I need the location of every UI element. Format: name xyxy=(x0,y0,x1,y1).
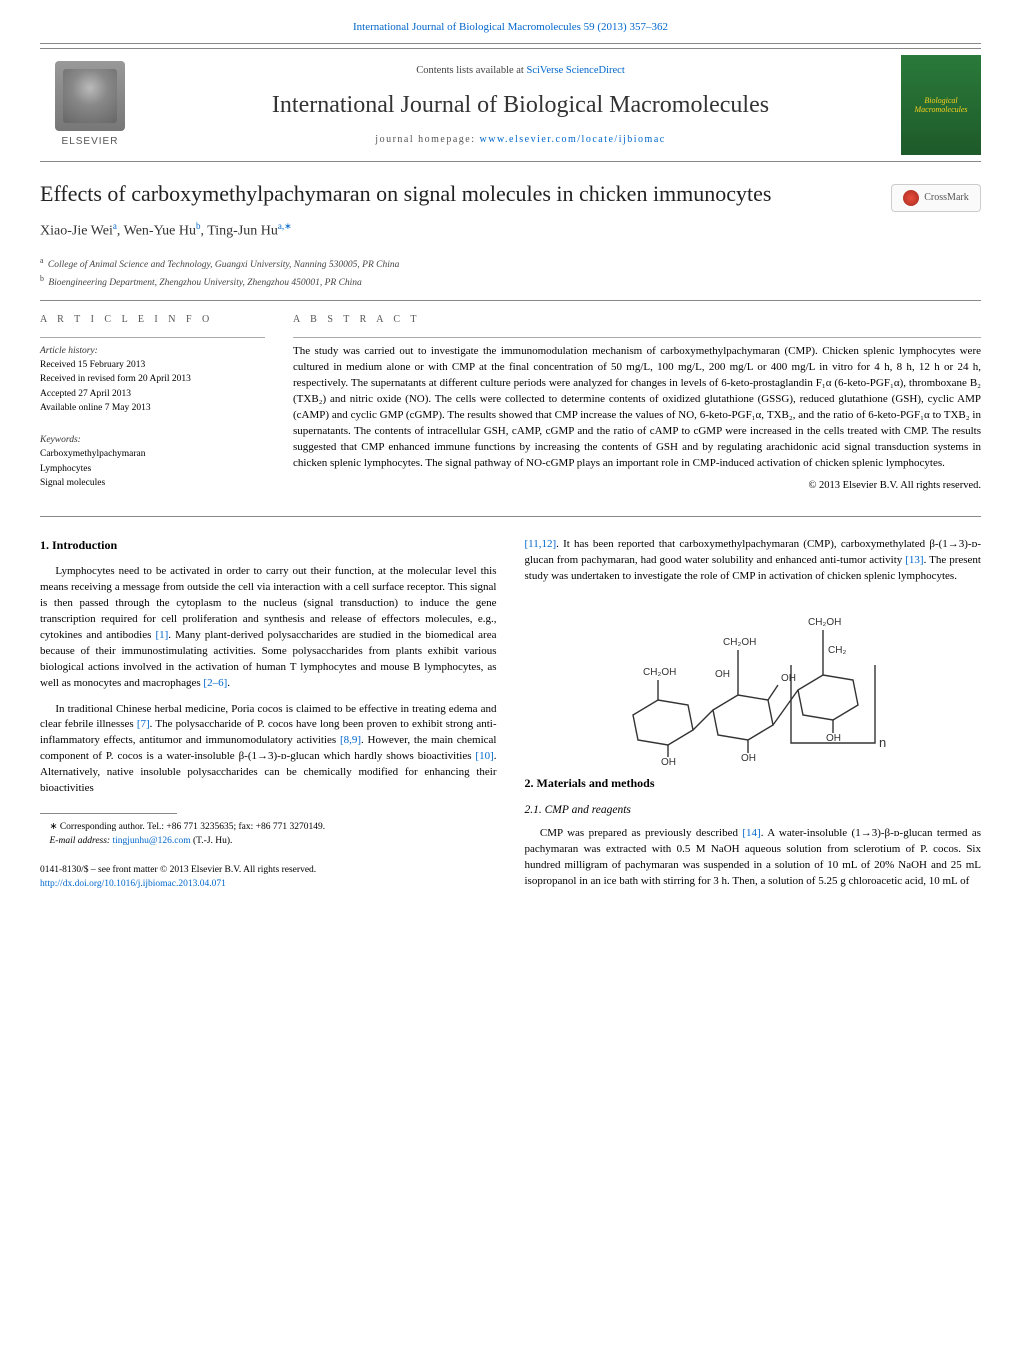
abstract-text: The study was carried out to investigate… xyxy=(293,337,981,472)
issn-line: 0141-8130/$ – see front matter © 2013 El… xyxy=(40,863,497,877)
ref-8-9[interactable]: [8,9] xyxy=(340,734,361,746)
author-2: Wen-Yue Hu xyxy=(124,224,196,239)
ref-1[interactable]: [1] xyxy=(155,629,168,641)
author-1: Xiao-Jie Wei xyxy=(40,224,113,239)
journal-cover-thumbnail: Biological Macromolecules xyxy=(901,55,981,155)
chem-label-oh-1: OH xyxy=(661,757,676,765)
keywords-label: Keywords: xyxy=(40,433,265,447)
chem-label-ch2oh-1: CH₂OH xyxy=(643,667,676,678)
email-suffix: (T.-J. Hu). xyxy=(191,836,233,846)
author-2-affil: b xyxy=(196,221,201,231)
history-received: Received 15 February 2013 xyxy=(40,358,265,372)
crossmark-label: CrossMark xyxy=(924,191,968,205)
article-header: Effects of carboxymethylpachymaran on si… xyxy=(40,180,981,249)
chemical-structure-diagram: CH₂OH CH₂OH CH₂OH OH OH OH OH OH CH₂ n xyxy=(525,595,982,765)
author-3: Ting-Jun Hu xyxy=(207,224,278,239)
elsevier-logo: ELSEVIER xyxy=(40,55,140,155)
body-columns: 1. Introduction Lymphocytes need to be a… xyxy=(40,537,981,899)
author-3-affil: a,∗ xyxy=(278,221,292,231)
homepage-prefix: journal homepage: xyxy=(375,134,479,145)
intro-paragraph-2: In traditional Chinese herbal medicine, … xyxy=(40,702,497,798)
sciencedirect-link[interactable]: SciVerse ScienceDirect xyxy=(526,65,624,76)
affiliations: a College of Animal Science and Technolo… xyxy=(40,255,981,301)
info-abstract-row: A R T I C L E I N F O Article history: R… xyxy=(40,313,981,517)
journal-homepage: journal homepage: www.elsevier.com/locat… xyxy=(375,133,665,147)
column-right: [11,12]. It has been reported that carbo… xyxy=(525,537,982,899)
ref-13[interactable]: [13] xyxy=(905,554,923,566)
homepage-link[interactable]: www.elsevier.com/locate/ijbiomac xyxy=(480,134,666,145)
intro-paragraph-3: [11,12]. It has been reported that carbo… xyxy=(525,537,982,585)
journal-title: International Journal of Biological Macr… xyxy=(272,89,769,123)
history-online: Available online 7 May 2013 xyxy=(40,401,265,415)
corresponding-line: ∗ Corresponding author. Tel.: +86 771 32… xyxy=(40,820,497,834)
corresponding-author-footnote: ∗ Corresponding author. Tel.: +86 771 32… xyxy=(40,820,497,849)
citation-link[interactable]: International Journal of Biological Macr… xyxy=(40,20,981,44)
corresponding-email[interactable]: tingjunhu@126.com xyxy=(112,836,190,846)
elsevier-tree-icon xyxy=(55,61,125,131)
section-2-heading: 2. Materials and methods xyxy=(525,775,982,792)
chem-label-ch2: CH₂ xyxy=(828,645,846,656)
chem-label-ch2oh-3: CH₂OH xyxy=(808,617,841,628)
footer-matter: 0141-8130/$ – see front matter © 2013 El… xyxy=(40,863,497,892)
keywords-block: Keywords: Carboxymethylpachymaran Lympho… xyxy=(40,427,265,490)
ref-11-12[interactable]: [11,12] xyxy=(525,538,557,550)
article-history: Article history: Received 15 February 20… xyxy=(40,337,265,415)
email-label: E-mail address: xyxy=(50,836,113,846)
keyword-3: Signal molecules xyxy=(40,476,265,490)
chem-label-oh-2: OH xyxy=(741,753,756,764)
author-1-affil: a xyxy=(113,221,117,231)
citation-link-anchor[interactable]: International Journal of Biological Macr… xyxy=(353,21,668,33)
author-list: Xiao-Jie Weia, Wen-Yue Hub, Ting-Jun Hua… xyxy=(40,220,879,241)
ref-2-6[interactable]: [2–6] xyxy=(203,677,227,689)
history-revised: Received in revised form 20 April 2013 xyxy=(40,372,265,386)
chem-label-oh-5: OH xyxy=(781,673,796,684)
elsevier-label: ELSEVIER xyxy=(62,135,119,149)
crossmark-icon xyxy=(903,190,919,206)
abstract-column: A B S T R A C T The study was carried ou… xyxy=(293,313,981,502)
chem-label-oh-3: OH xyxy=(826,733,841,744)
intro-paragraph-1: Lymphocytes need to be activated in orde… xyxy=(40,564,497,692)
contents-availability: Contents lists available at SciVerse Sci… xyxy=(416,64,624,79)
ref-7[interactable]: [7] xyxy=(137,718,150,730)
journal-cover-text: Biological Macromolecules xyxy=(907,96,975,115)
chem-label-oh-4: OH xyxy=(715,669,730,680)
ref-10[interactable]: [10] xyxy=(475,750,493,762)
contents-prefix: Contents lists available at xyxy=(416,65,526,76)
keyword-1: Carboxymethylpachymaran xyxy=(40,447,265,461)
history-label: Article history: xyxy=(40,344,265,358)
column-left: 1. Introduction Lymphocytes need to be a… xyxy=(40,537,497,899)
doi-link[interactable]: http://dx.doi.org/10.1016/j.ijbiomac.201… xyxy=(40,879,226,889)
keyword-2: Lymphocytes xyxy=(40,462,265,476)
abstract-copyright: © 2013 Elsevier B.V. All rights reserved… xyxy=(293,479,981,494)
affiliation-a: College of Animal Science and Technology… xyxy=(48,260,399,270)
article-title: Effects of carboxymethylpachymaran on si… xyxy=(40,180,879,208)
chem-label-ch2oh-2: CH₂OH xyxy=(723,637,756,648)
methods-paragraph-1: CMP was prepared as previously described… xyxy=(525,826,982,890)
chem-label-n: n xyxy=(879,735,886,750)
footnote-separator xyxy=(40,813,177,814)
affiliation-b: Bioengineering Department, Zhengzhou Uni… xyxy=(48,278,361,288)
article-info-heading: A R T I C L E I N F O xyxy=(40,313,265,327)
ref-14[interactable]: [14] xyxy=(742,827,760,839)
article-info: A R T I C L E I N F O Article history: R… xyxy=(40,313,265,502)
abstract-heading: A B S T R A C T xyxy=(293,313,981,327)
section-2-1-heading: 2.1. CMP and reagents xyxy=(525,802,982,818)
section-1-heading: 1. Introduction xyxy=(40,537,497,554)
crossmark-badge[interactable]: CrossMark xyxy=(891,184,981,212)
journal-masthead: ELSEVIER Contents lists available at Sci… xyxy=(40,48,981,162)
masthead-center: Contents lists available at SciVerse Sci… xyxy=(140,55,901,155)
history-accepted: Accepted 27 April 2013 xyxy=(40,387,265,401)
